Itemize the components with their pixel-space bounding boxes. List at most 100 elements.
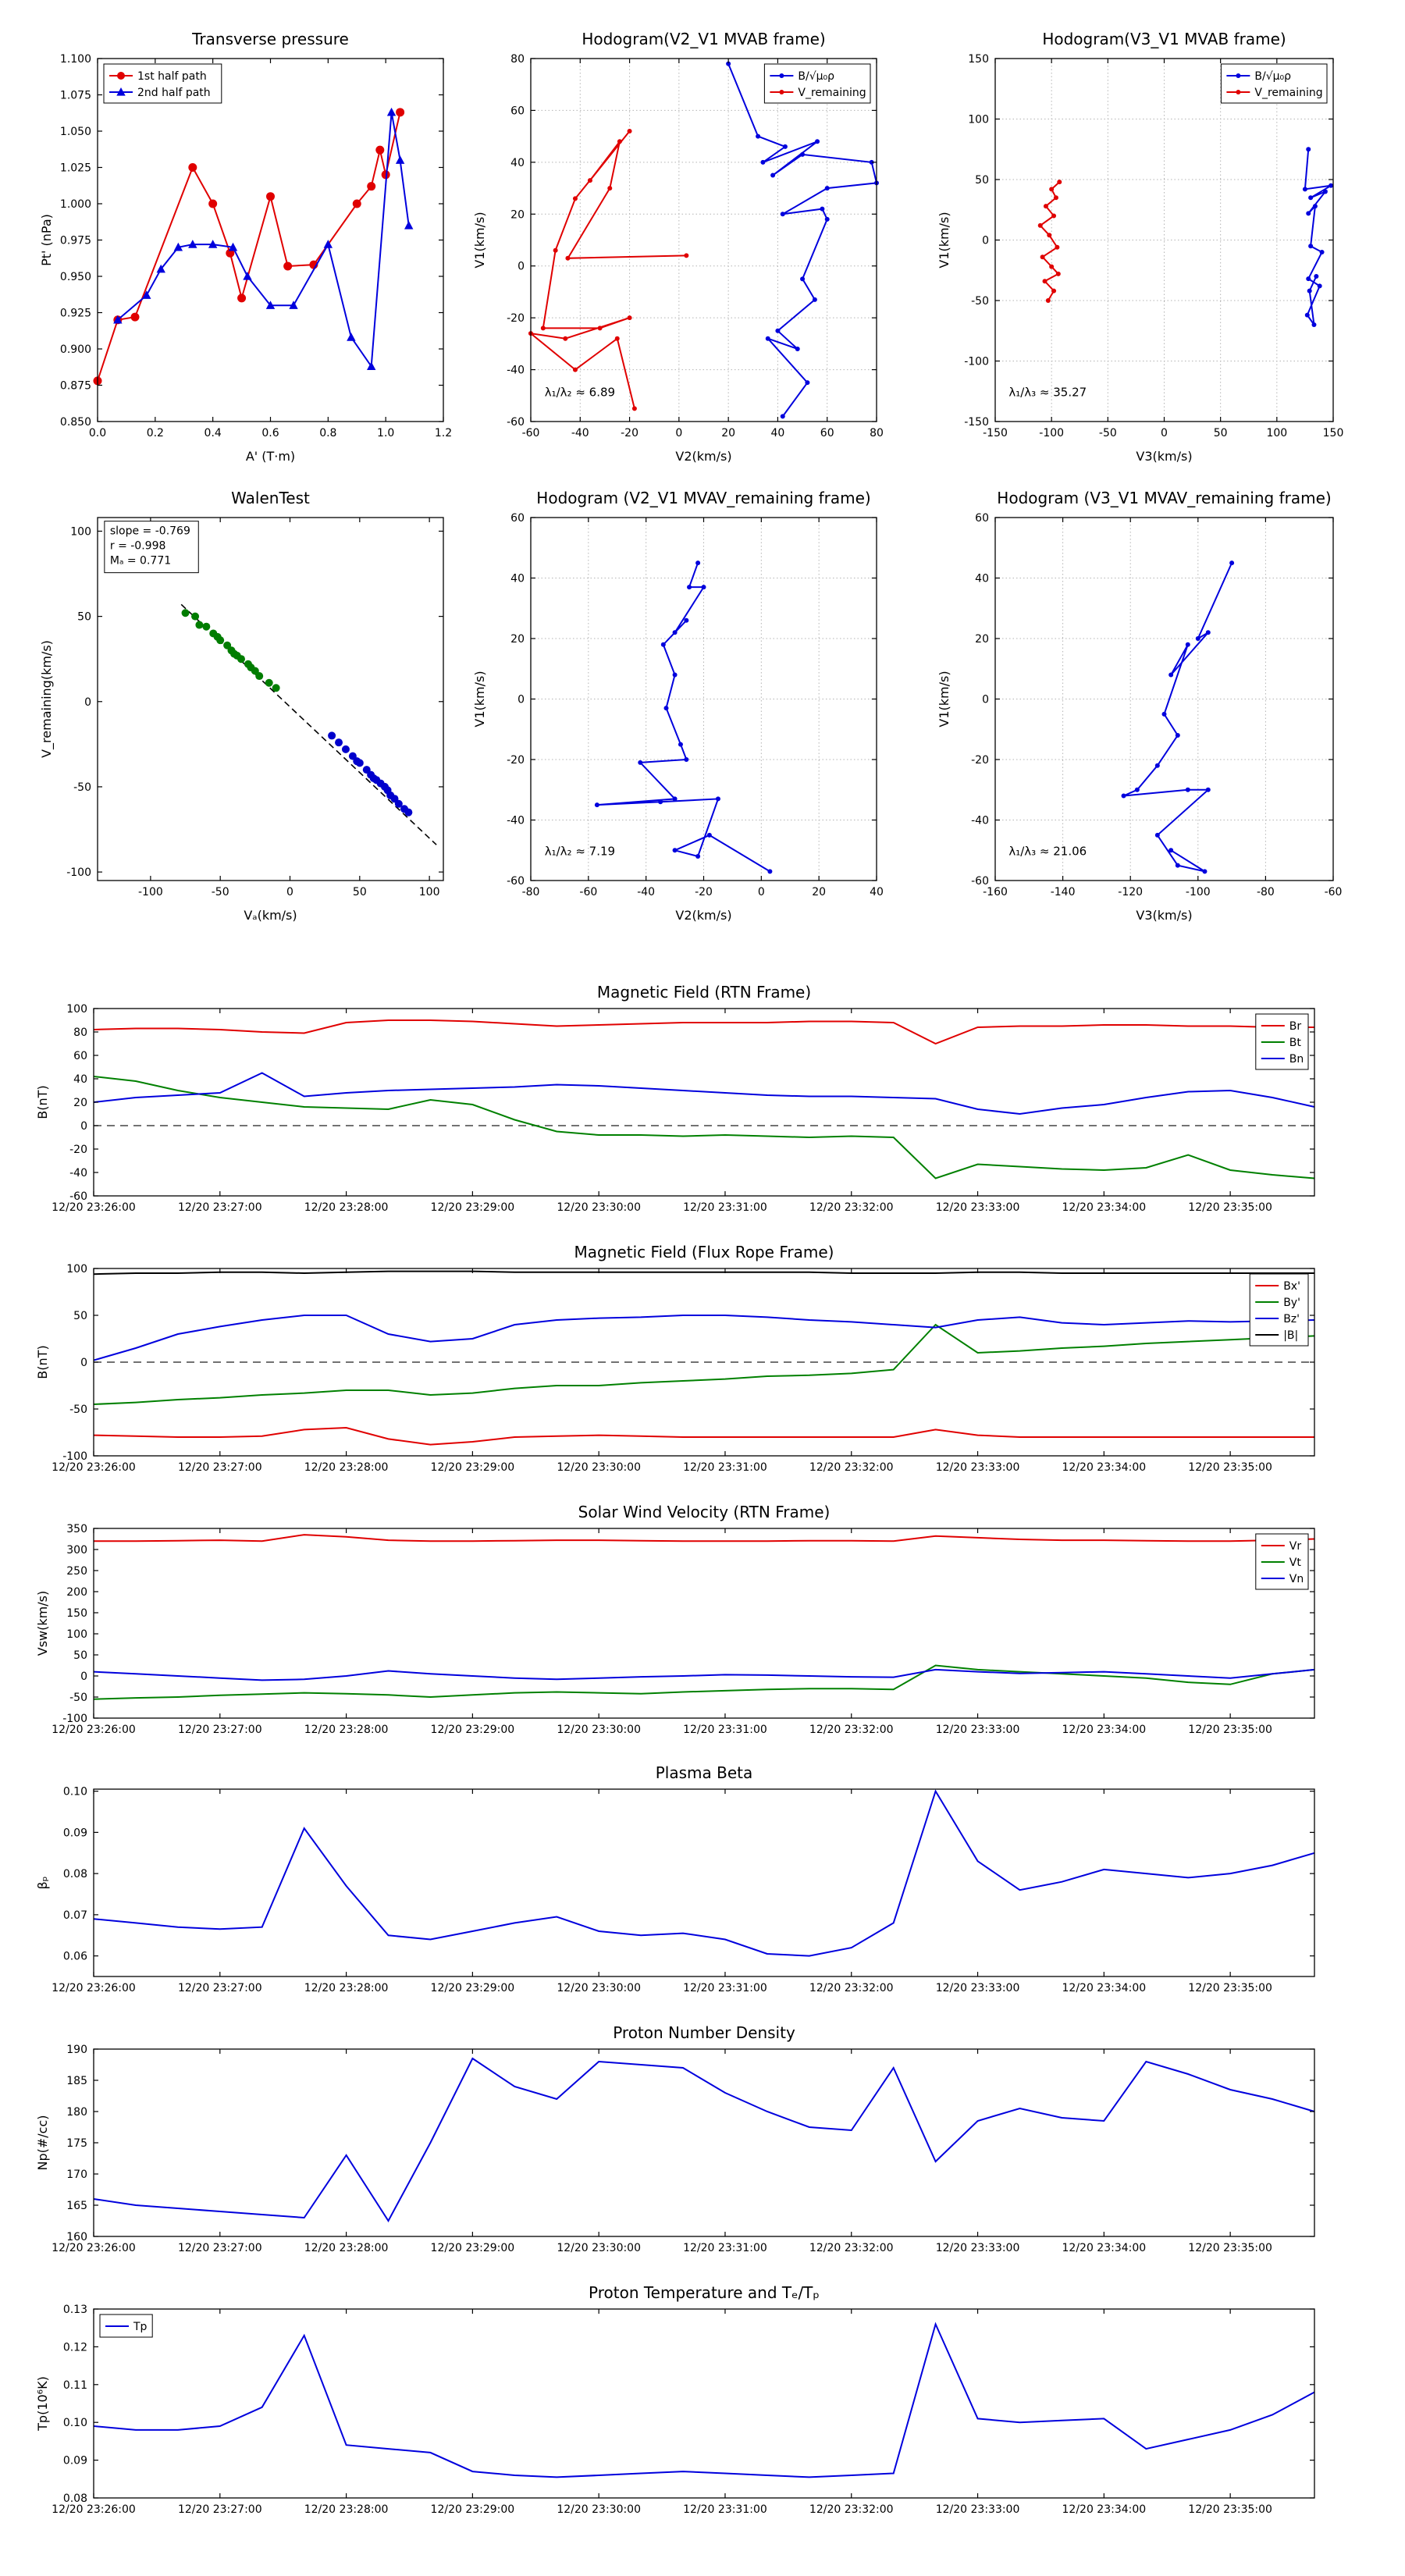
series-Vr — [94, 1534, 1315, 1542]
chart-proton-number-density: 12/20 23:26:00 12/20 23:27:00 12/20 23:28:… — [23, 2016, 1326, 2274]
x-tick-label: 12/20 23:30:00 — [557, 2503, 641, 2516]
x-tick-label: 100 — [419, 886, 440, 898]
x-tick-label: 12/20 23:31:00 — [683, 2242, 767, 2254]
ticks — [994, 517, 1334, 881]
y-tick-label: 1.050 — [60, 126, 91, 138]
chart-solar-wind-velocity: 12/20 23:26:00 12/20 23:27:00 12/20 23:28:… — [23, 1496, 1326, 1756]
y-tick-label: 0 — [84, 696, 91, 709]
y-tick-label: 0 — [518, 694, 525, 706]
chart-title: Magnetic Field (Flux Rope Frame) — [574, 1243, 834, 1261]
x-tick-label: -100 — [1039, 427, 1064, 439]
x-tick-label: 12/20 23:31:00 — [683, 1201, 767, 1214]
x-tick-label: -100 — [138, 886, 163, 898]
series-Br — [93, 1019, 1314, 1045]
x-tick-label: 12/20 23:33:00 — [936, 2503, 1020, 2516]
annotation: λ₁/λ₂ ≈ 6.89 — [545, 385, 615, 399]
legend-label: 1st half path — [137, 70, 207, 83]
legend: B/√μ₀ρ V_remaining — [1220, 63, 1328, 104]
y-tick-label: 0 — [982, 235, 989, 247]
y-tick-label: 40 — [73, 1073, 87, 1086]
x-tick-label: 12/20 23:35:00 — [1188, 1461, 1272, 1474]
y-tick-label: 50 — [73, 1310, 87, 1322]
y-axis-label: V1(km/s) — [937, 671, 951, 727]
legend: Vr Vt Vn — [1255, 1533, 1309, 1590]
x-tick-label: 0 — [758, 886, 765, 898]
y-tick-label: 175 — [66, 2137, 87, 2150]
y-tick-label: 50 — [77, 611, 91, 624]
x-tick-label: 0.2 — [147, 427, 164, 439]
x-tick-label: 12/20 23:35:00 — [1188, 1201, 1272, 1214]
x-tick-label: 1.0 — [377, 427, 394, 439]
x-tick-label: 12/20 23:35:00 — [1188, 2242, 1272, 2254]
y-tick-label: 300 — [66, 1544, 87, 1557]
y-tick-label: 250 — [66, 1565, 87, 1578]
x-tick-label: 12/20 23:29:00 — [431, 2242, 515, 2254]
series-Bx' — [93, 1426, 1314, 1446]
series-Bn — [93, 1072, 1315, 1115]
x-tick-label: 12/20 23:35:00 — [1188, 1724, 1272, 1736]
chart-title: Plasma Beta — [656, 1763, 753, 1782]
y-axis-label: V1(km/s) — [472, 212, 487, 268]
x-tick-label: 100 — [1266, 427, 1287, 439]
x-tick-label: 12/20 23:27:00 — [178, 1982, 262, 1994]
x-tick-label: 12/20 23:35:00 — [1188, 1982, 1272, 1994]
series-Bt — [93, 1076, 1315, 1179]
series-V remaining — [1037, 180, 1062, 303]
series-Tp — [93, 2322, 1315, 2478]
x-tick-label: 12/20 23:34:00 — [1062, 1201, 1147, 1214]
y-tick-label: 20 — [975, 633, 989, 646]
chart-title: Hodogram (V3_V1 MVAV_remaining frame) — [997, 489, 1331, 507]
x-tick-label: 1.2 — [435, 427, 452, 439]
x-tick-label: 12/20 23:30:00 — [557, 2242, 641, 2254]
y-tick-label: 185 — [66, 2075, 87, 2087]
series-Np — [93, 2057, 1315, 2222]
y-axis-label: V1(km/s) — [472, 671, 487, 727]
y-tick-label: 100 — [70, 525, 91, 538]
y-tick-label: -100 — [62, 1450, 87, 1463]
x-tick-label: 12/20 23:33:00 — [936, 1982, 1020, 1994]
proton-number-density-svg: 12/20 23:26:00 12/20 23:27:00 12/20 23:28:… — [35, 2023, 1315, 2254]
x-tick-label: -40 — [637, 886, 655, 898]
legend-label: Tp — [133, 2321, 148, 2333]
x-tick-label: 50 — [353, 886, 367, 898]
x-tick-label: 12/20 23:34:00 — [1062, 1724, 1147, 1736]
y-tick-label: -60 — [507, 875, 525, 888]
y-tick-label: 0.09 — [63, 1827, 87, 1839]
x-tick-label: 12/20 23:31:00 — [683, 1724, 767, 1736]
series-beta_p — [93, 1789, 1315, 1957]
legend-label: By' — [1283, 1297, 1300, 1309]
x-tick-label: 12/20 23:32:00 — [809, 1982, 894, 1994]
x-tick-label: -160 — [983, 886, 1008, 898]
x-tick-label: 12/20 23:28:00 — [304, 2503, 389, 2516]
x-tick-label: 40 — [771, 427, 785, 439]
x-tick-label: 50 — [1214, 427, 1228, 439]
y-axis-label: Tp(10⁶K) — [35, 2376, 50, 2432]
chart-hodogram-v2v1-mvav: -80 -60 -40 -20 0 20 40 -60 -40 -20 0 20 40 60 Hodogra… — [457, 475, 894, 935]
hodogram-v3v1-mvav-svg: -160 -140 -120 -100 -80 -60 -60 -40 -20 0 20 40 60 Ho… — [937, 489, 1342, 923]
y-tick-label: 0 — [982, 694, 989, 706]
x-tick-label: 20 — [812, 886, 826, 898]
series-V path — [1121, 560, 1235, 874]
x-tick-label: -120 — [1118, 886, 1143, 898]
y-tick-label: 100 — [66, 1003, 87, 1016]
hodogram-v3v1-mvab-svg: -150 -100 -50 0 50 100 150 -150 -100 -50 0 50 100 150… — [937, 30, 1343, 464]
y-axis-label: Np(#/cc) — [35, 2115, 50, 2171]
hodogram-v2v1-mvav-svg: -80 -60 -40 -20 0 20 40-60-40-200204060Hodogra… — [472, 489, 884, 923]
axes-frame — [93, 2308, 1315, 2499]
x-tick-label: 12/20 23:33:00 — [936, 2242, 1020, 2254]
legend-label: Bt — [1289, 1037, 1302, 1049]
y-tick-label: -20 — [507, 754, 525, 767]
y-axis-label: B(nT) — [35, 1085, 50, 1119]
y-tick-label: 0.12 — [63, 2341, 87, 2354]
x-tick-label: -80 — [522, 886, 540, 898]
x-tick-label: 12/20 23:26:00 — [52, 1982, 136, 1994]
x-tick-label: 12/20 23:28:00 — [304, 1982, 389, 1994]
x-tick-label: 12/20 23:35:00 — [1188, 2503, 1272, 2516]
y-tick-label: -20 — [971, 754, 989, 767]
y-tick-label: -20 — [507, 312, 525, 325]
axes-frame — [97, 517, 444, 881]
y-tick-label: 0.900 — [60, 343, 91, 356]
y-axis-label: βₚ — [35, 1876, 50, 1889]
x-tick-label: 12/20 23:27:00 — [178, 1461, 262, 1474]
